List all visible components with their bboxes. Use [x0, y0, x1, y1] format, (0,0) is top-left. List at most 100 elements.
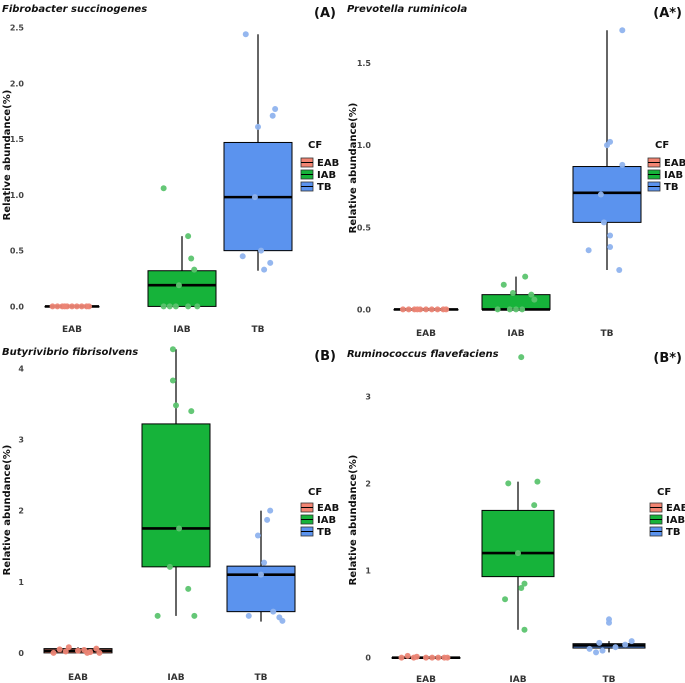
- point-TB: [585, 247, 592, 254]
- point-TB: [612, 644, 619, 651]
- point-TB: [593, 649, 600, 656]
- panel-B-star-ylabel: Relative abundance(%): [348, 455, 359, 586]
- point-IAB: [169, 377, 176, 384]
- point-TB: [616, 267, 623, 274]
- legend-label: TB: [317, 527, 331, 538]
- legend-item-IAB: IAB: [647, 169, 683, 181]
- panel-B-star-letter: (B*): [653, 351, 682, 366]
- point-TB: [600, 219, 607, 226]
- point-EAB: [398, 654, 405, 661]
- point-TB: [245, 612, 252, 619]
- point-TB: [239, 253, 246, 260]
- point-TB: [279, 617, 286, 624]
- panel-B-letter: (B): [314, 349, 336, 364]
- point-IAB: [188, 408, 195, 415]
- panel-B-boxes: [43, 349, 296, 654]
- point-EAB: [96, 649, 103, 656]
- panel-A-star-letter: (A*): [653, 6, 682, 21]
- point-IAB: [519, 306, 526, 313]
- panel-A-star-points: [399, 27, 626, 313]
- point-IAB: [531, 502, 538, 509]
- point-TB: [606, 619, 612, 626]
- point-IAB: [513, 306, 519, 313]
- panel-A-star-ylabel: Relative abundance(%): [348, 103, 359, 234]
- y-tick-label: 0.0: [357, 305, 372, 314]
- box-TB: [226, 510, 296, 622]
- point-IAB: [502, 596, 509, 603]
- point-IAB: [521, 580, 528, 587]
- legend-label: TB: [666, 527, 680, 538]
- y-tick-label: 2.5: [10, 24, 25, 33]
- panel-B-star-points: [398, 354, 635, 661]
- legend-item-TB: TB: [647, 181, 678, 193]
- panel-B-star-title: Ruminococcus flavefaciens: [347, 349, 499, 360]
- x-tick-label: EAB: [68, 673, 88, 683]
- point-TB: [261, 266, 268, 273]
- point-EAB: [399, 306, 406, 313]
- y-tick-label: 1.0: [10, 191, 25, 200]
- point-IAB: [521, 626, 528, 633]
- point-IAB: [154, 612, 161, 619]
- legend-item-TB: TB: [649, 526, 680, 538]
- legend-label: EAB: [664, 158, 685, 169]
- point-IAB: [185, 585, 192, 592]
- point-EAB: [428, 306, 435, 313]
- point-IAB: [172, 303, 179, 310]
- point-TB: [269, 112, 276, 119]
- point-EAB: [443, 306, 450, 313]
- point-TB: [607, 232, 614, 239]
- point-IAB: [515, 550, 521, 557]
- point-IAB: [194, 303, 201, 310]
- x-tick-label: IAB: [507, 329, 524, 339]
- y-tick-label: 0: [365, 654, 371, 663]
- point-IAB: [518, 354, 525, 361]
- legend-label: TB: [664, 182, 678, 193]
- box-IAB: [141, 349, 211, 616]
- point-IAB: [518, 584, 525, 591]
- point-TB: [251, 194, 258, 201]
- legend-label: EAB: [317, 158, 339, 169]
- x-tick-label: EAB: [416, 675, 436, 683]
- point-IAB: [188, 255, 195, 262]
- point-IAB: [506, 306, 513, 313]
- y-tick-label: 1.5: [357, 59, 372, 68]
- panel-B-yticks: 0 1 2 3 4: [18, 364, 24, 657]
- box-body: [481, 509, 555, 578]
- point-EAB: [414, 306, 421, 313]
- point-IAB: [534, 478, 541, 485]
- legend-A-title: CF: [308, 140, 322, 151]
- point-IAB: [176, 525, 183, 532]
- panel-A-star-title: Prevotella ruminicola: [347, 4, 467, 15]
- point-EAB: [423, 306, 429, 313]
- legend-label: IAB: [317, 515, 336, 526]
- legend-item-EAB: EAB: [300, 502, 339, 514]
- point-EAB: [405, 306, 412, 313]
- point-IAB: [531, 296, 538, 303]
- y-tick-label: 0: [18, 649, 24, 658]
- y-tick-label: 1.5: [10, 135, 25, 144]
- point-EAB: [434, 306, 441, 313]
- point-EAB: [93, 645, 100, 652]
- legend-item-TB: TB: [300, 181, 331, 193]
- point-EAB: [410, 654, 417, 661]
- point-TB: [242, 31, 249, 38]
- y-tick-label: 1: [18, 578, 24, 587]
- box-IAB: [147, 236, 217, 307]
- point-EAB: [69, 303, 75, 310]
- panel-A: Fibrobacter succinogenes (A) Relative ab…: [2, 4, 336, 335]
- point-TB: [264, 516, 271, 523]
- point-IAB: [191, 612, 198, 619]
- panel-A-letter: (A): [314, 6, 336, 21]
- point-IAB: [166, 303, 173, 310]
- panel-B-star-yticks: 0 1 2 3: [365, 392, 371, 662]
- point-EAB: [61, 303, 68, 310]
- y-tick-label: 3: [18, 436, 24, 445]
- panel-A-title: Fibrobacter succinogenes: [2, 4, 147, 15]
- point-EAB: [84, 649, 91, 656]
- point-TB: [258, 247, 265, 254]
- point-EAB: [62, 648, 69, 655]
